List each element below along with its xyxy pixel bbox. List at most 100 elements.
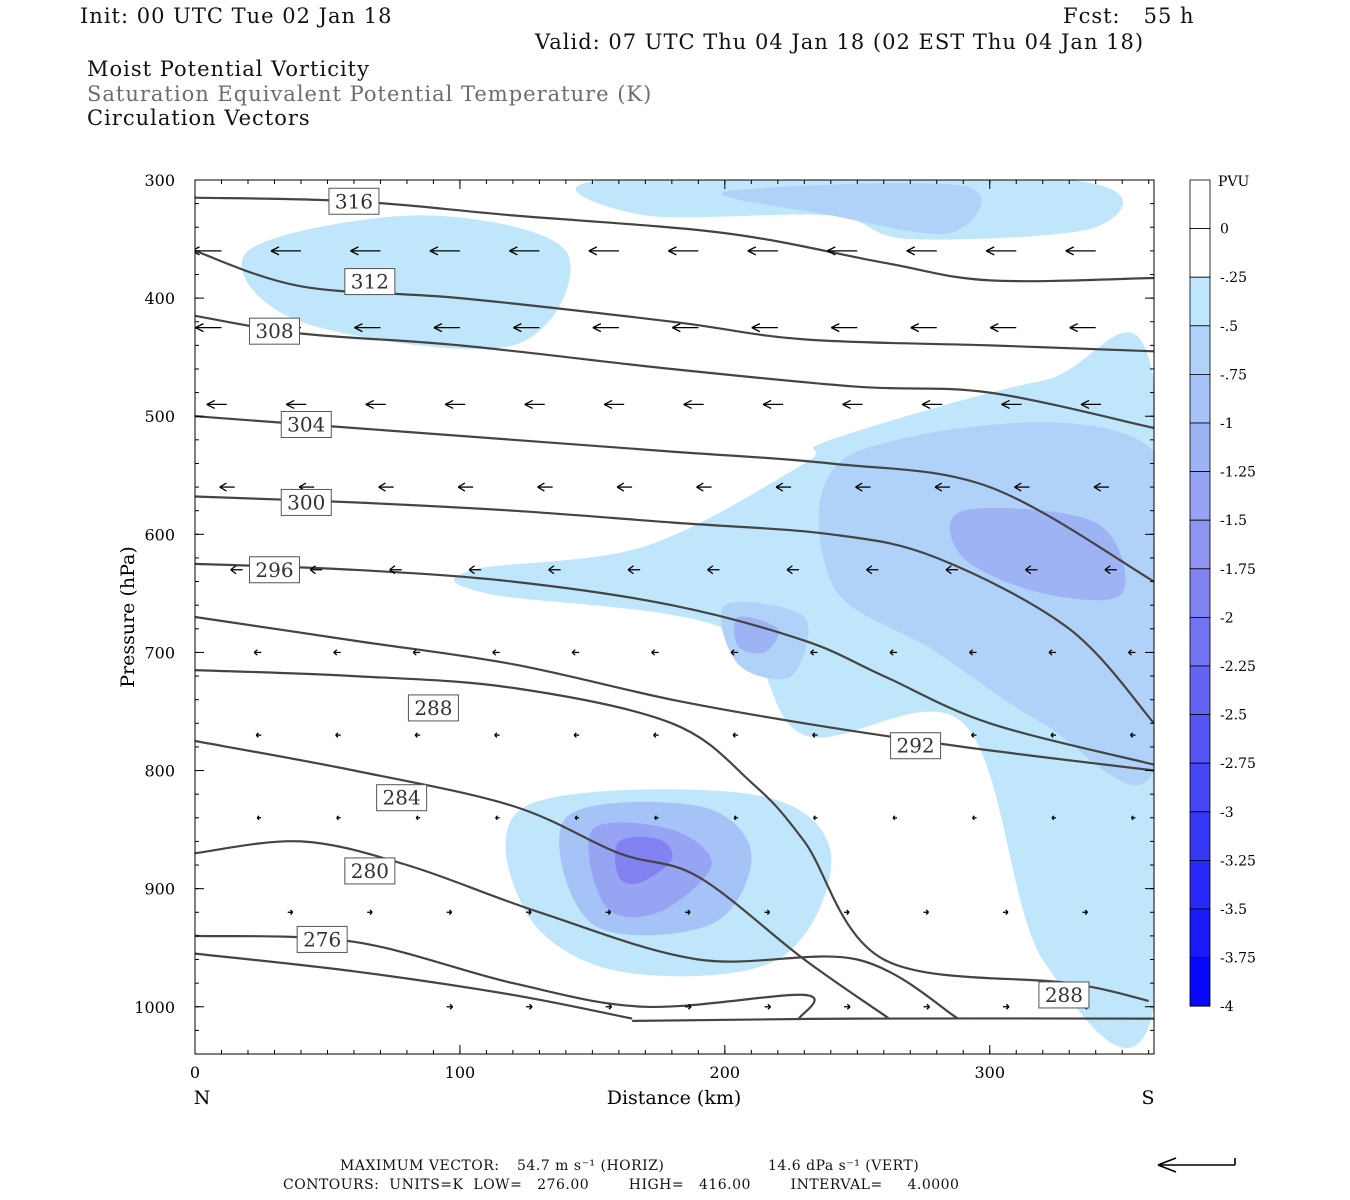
vector-head <box>1080 399 1090 409</box>
vector-head <box>607 909 612 915</box>
contour-label: 308 <box>255 319 293 343</box>
field-title-3: Circulation Vectors <box>87 106 311 130</box>
vector-head <box>457 482 466 492</box>
vector-arrow <box>1130 815 1136 821</box>
contour-label-box <box>344 268 396 296</box>
colorbar-label: -3.75 <box>1220 951 1256 967</box>
vector-head <box>989 323 999 333</box>
vector-arrow <box>910 323 937 333</box>
vector-arrow <box>350 246 381 256</box>
colorbar-label: -2.75 <box>1220 756 1256 772</box>
vector-arrow <box>495 815 500 821</box>
y-tick-label: 600 <box>144 525 175 544</box>
pv-region <box>241 215 571 349</box>
vector-head <box>1130 815 1134 821</box>
vector-arrow <box>429 246 460 256</box>
contour-label: 292 <box>896 734 934 758</box>
forecast-hour: Fcst: 55 h <box>1063 4 1195 28</box>
vector-arrow <box>603 399 625 409</box>
vector-arrow <box>921 399 943 409</box>
vector-arrow <box>855 482 871 492</box>
vector-arrow <box>923 909 929 915</box>
contour-label: 316 <box>335 189 373 213</box>
vector-arrow <box>751 323 778 333</box>
vector-head <box>707 565 714 575</box>
contour-label-box <box>328 187 380 215</box>
vector-arrow <box>526 1003 533 1010</box>
vector-arrow <box>389 565 402 575</box>
vector-head <box>433 323 443 333</box>
colorbar-box <box>1189 228 1211 278</box>
contour-label: 284 <box>383 786 421 810</box>
vector-head <box>1104 565 1111 575</box>
vector-head <box>354 323 363 333</box>
vector-head <box>1093 482 1102 492</box>
theta-contour <box>195 314 1154 430</box>
vector-head <box>985 246 995 256</box>
vector-arrow <box>730 649 739 656</box>
vector-arrow <box>1002 909 1009 915</box>
y-tick-label: 700 <box>144 643 175 662</box>
contour-label: 288 <box>1045 983 1083 1007</box>
vector-arrow <box>945 565 958 575</box>
vector-arrow <box>367 909 373 915</box>
vector-head <box>842 399 851 409</box>
plot-frame <box>194 179 1155 1055</box>
vector-arrow <box>605 909 612 915</box>
pv-colorbar: 0 -.25 -.5 -.75 -1 -1.25 -1.5 -1.75 -2 -2.25 -2.5 -… <box>1189 179 1256 1015</box>
vector-arrow <box>866 565 879 575</box>
vector-arrow <box>256 815 262 821</box>
contour-label-box <box>248 317 300 345</box>
vector-head <box>775 482 784 492</box>
colorbar-box <box>1189 762 1211 813</box>
vector-arrow <box>1080 399 1102 409</box>
south-end-label: S <box>1141 1087 1154 1109</box>
vector-arrow <box>1025 565 1038 575</box>
vector-arrow <box>1001 399 1022 409</box>
theta-contour <box>195 495 1154 725</box>
vector-head <box>495 815 498 821</box>
vector-arrow <box>827 246 858 256</box>
vector-head <box>290 909 294 915</box>
vector-head <box>492 649 497 656</box>
vector-head <box>1025 565 1032 575</box>
vector-arrow <box>733 815 739 821</box>
vector-head <box>627 565 634 575</box>
vector-head <box>762 399 772 409</box>
vector-arrow <box>446 1003 454 1010</box>
vector-head <box>813 815 816 821</box>
vector-arrow <box>810 649 818 656</box>
vector-head <box>509 246 518 256</box>
y-tick-label: 400 <box>144 289 175 308</box>
vector-arrow <box>309 565 323 575</box>
vector-head <box>309 565 316 575</box>
vector-arrow <box>892 815 898 821</box>
vector-head <box>1051 815 1055 821</box>
vector-head <box>336 815 339 821</box>
vector-head <box>219 482 227 492</box>
vector-arrow <box>219 482 235 492</box>
colorbar-box <box>1189 179 1211 229</box>
vector-arrow <box>548 565 561 575</box>
vector-head <box>378 482 386 492</box>
vector-arrow <box>775 482 792 492</box>
vector-head <box>926 1003 930 1010</box>
vector-arrow <box>786 565 800 575</box>
vector-head <box>855 482 863 492</box>
vector-arrow <box>457 482 474 492</box>
vector-arrow <box>605 1003 613 1010</box>
max-vector-label: MAXIMUM VECTOR: <box>340 1158 500 1174</box>
vector-head <box>831 323 840 333</box>
vector-head <box>365 399 375 409</box>
colorbar-label: -.25 <box>1220 270 1247 286</box>
vector-arrow <box>336 815 341 821</box>
vector-head <box>1128 649 1133 656</box>
vector-head <box>934 482 943 492</box>
colorbar-label: -3.5 <box>1220 902 1247 918</box>
vector-head <box>651 649 656 656</box>
vector-head <box>230 565 237 575</box>
vector-head <box>369 909 373 915</box>
vector-head <box>767 1003 772 1010</box>
vector-head <box>889 649 894 656</box>
vector-arrow <box>537 482 553 492</box>
